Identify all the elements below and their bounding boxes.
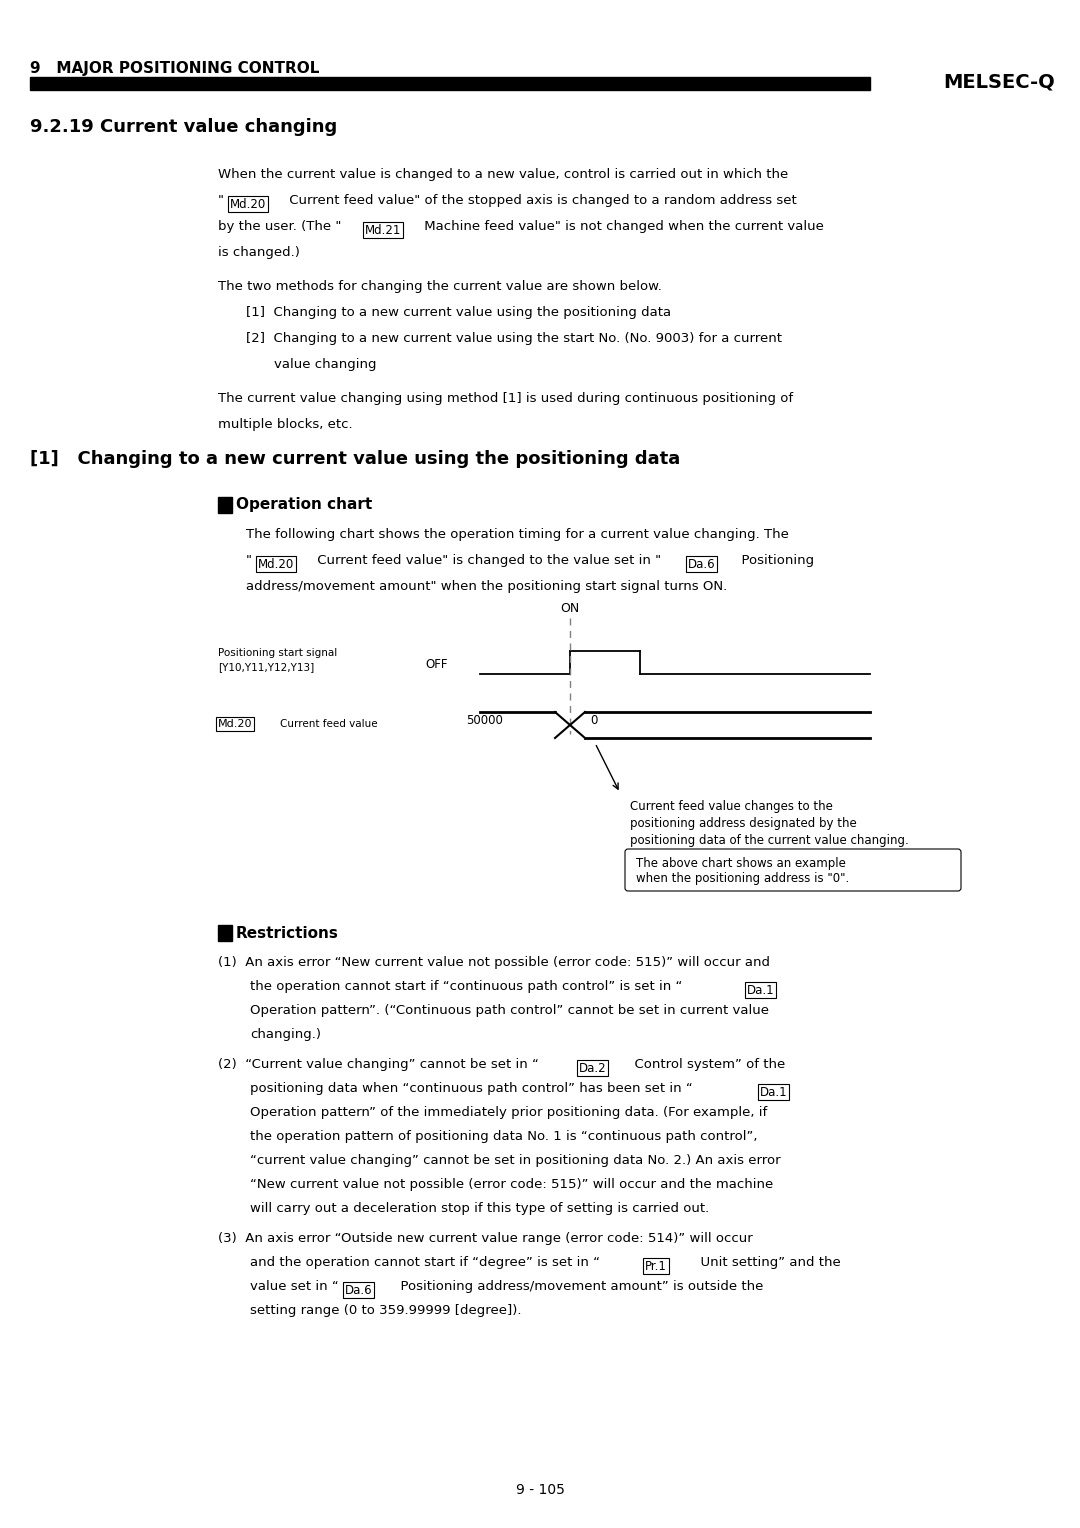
Text: Da.1: Da.1: [747, 984, 774, 996]
Text: Positioning: Positioning: [733, 555, 814, 567]
Text: Current feed value changes to the: Current feed value changes to the: [630, 801, 833, 813]
Text: Restrictions: Restrictions: [237, 926, 339, 941]
Text: (1)  An axis error “New current value not possible (error code: 515)” will occur: (1) An axis error “New current value not…: [218, 957, 770, 969]
Text: 9   MAJOR POSITIONING CONTROL: 9 MAJOR POSITIONING CONTROL: [30, 61, 320, 75]
Text: will carry out a deceleration stop if this type of setting is carried out.: will carry out a deceleration stop if th…: [249, 1203, 710, 1215]
Text: [1]   Changing to a new current value using the positioning data: [1] Changing to a new current value usin…: [30, 451, 680, 468]
Text: [2]  Changing to a new current value using the start No. (No. 9003) for a curren: [2] Changing to a new current value usin…: [246, 332, 782, 345]
Text: When the current value is changed to a new value, control is carried out in whic: When the current value is changed to a n…: [218, 168, 788, 180]
Text: positioning data of the current value changing.: positioning data of the current value ch…: [630, 834, 908, 847]
Text: is changed.): is changed.): [218, 246, 300, 260]
Bar: [218, 497, 232, 513]
Text: 50000: 50000: [467, 714, 503, 727]
Text: multiple blocks, etc.: multiple blocks, etc.: [218, 419, 353, 431]
Text: Md.21: Md.21: [365, 223, 402, 237]
Text: positioning data when “continuous path control” has been set in “: positioning data when “continuous path c…: [249, 1082, 692, 1096]
Text: the operation cannot start if “continuous path control” is set in “: the operation cannot start if “continuou…: [249, 979, 683, 993]
Text: Pr.1: Pr.1: [645, 1259, 666, 1273]
Text: positioning address designated by the: positioning address designated by the: [630, 817, 856, 830]
Text: by the user. (The ": by the user. (The ": [218, 220, 341, 232]
Bar: [30, 76, 870, 90]
Text: Operation chart: Operation chart: [237, 498, 373, 512]
Text: [Y10,Y11,Y12,Y13]: [Y10,Y11,Y12,Y13]: [218, 662, 314, 672]
Text: (3)  An axis error “Outside new current value range (error code: 514)” will occu: (3) An axis error “Outside new current v…: [218, 1232, 753, 1245]
Text: Current feed value" of the stopped axis is changed to a random address set: Current feed value" of the stopped axis …: [285, 194, 797, 206]
Text: MELSEC-Q: MELSEC-Q: [943, 72, 1055, 92]
Text: Positioning start signal: Positioning start signal: [218, 648, 337, 659]
Text: The current value changing using method [1] is used during continuous positionin: The current value changing using method …: [218, 393, 793, 405]
Text: and the operation cannot start if “degree” is set in “: and the operation cannot start if “degre…: [249, 1256, 600, 1268]
Text: address/movement amount" when the positioning start signal turns ON.: address/movement amount" when the positi…: [246, 581, 727, 593]
Text: Positioning address/movement amount” is outside the: Positioning address/movement amount” is …: [392, 1280, 764, 1293]
Text: “New current value not possible (error code: 515)” will occur and the machine: “New current value not possible (error c…: [249, 1178, 773, 1190]
Text: “current value changing” cannot be set in positioning data No. 2.) An axis error: “current value changing” cannot be set i…: [249, 1154, 781, 1167]
Text: ": ": [246, 555, 252, 567]
Text: Da.6: Da.6: [345, 1284, 373, 1296]
Text: Operation pattern”. (“Continuous path control” cannot be set in current value: Operation pattern”. (“Continuous path co…: [249, 1004, 769, 1018]
Bar: [218, 924, 232, 941]
Text: the operation pattern of positioning data No. 1 is “continuous path control”,: the operation pattern of positioning dat…: [249, 1131, 757, 1143]
Text: 0: 0: [590, 714, 597, 727]
Text: Da.2: Da.2: [579, 1062, 607, 1074]
Text: value set in “: value set in “: [249, 1280, 339, 1293]
Text: Current feed value: Current feed value: [280, 720, 378, 729]
Text: ON: ON: [561, 602, 580, 614]
Text: Unit setting” and the: Unit setting” and the: [692, 1256, 840, 1268]
Text: Md.20: Md.20: [258, 558, 294, 570]
Text: Md.20: Md.20: [230, 197, 267, 211]
Text: The following chart shows the operation timing for a current value changing. The: The following chart shows the operation …: [246, 529, 788, 541]
Text: Current feed value" is changed to the value set in ": Current feed value" is changed to the va…: [313, 555, 661, 567]
Text: (2)  “Current value changing” cannot be set in “: (2) “Current value changing” cannot be s…: [218, 1057, 539, 1071]
Text: Machine feed value" is not changed when the current value: Machine feed value" is not changed when …: [420, 220, 824, 232]
Text: [1]  Changing to a new current value using the positioning data: [1] Changing to a new current value usin…: [246, 306, 671, 319]
Text: ": ": [218, 194, 224, 206]
Text: Da.6: Da.6: [688, 558, 716, 570]
Text: The above chart shows an example: The above chart shows an example: [636, 857, 846, 869]
Text: OFF: OFF: [426, 659, 447, 671]
Text: 9 - 105: 9 - 105: [515, 1484, 565, 1497]
Text: 9.2.19 Current value changing: 9.2.19 Current value changing: [30, 118, 337, 136]
Text: setting range (0 to 359.99999 [degree]).: setting range (0 to 359.99999 [degree]).: [249, 1303, 522, 1317]
Text: Md.20: Md.20: [218, 720, 253, 729]
Text: Da.1: Da.1: [760, 1085, 787, 1099]
FancyBboxPatch shape: [625, 850, 961, 891]
Text: Operation pattern” of the immediately prior positioning data. (For example, if: Operation pattern” of the immediately pr…: [249, 1106, 767, 1118]
Text: value changing: value changing: [274, 358, 377, 371]
Text: when the positioning address is "0".: when the positioning address is "0".: [636, 872, 849, 885]
Text: changing.): changing.): [249, 1028, 321, 1041]
Text: The two methods for changing the current value are shown below.: The two methods for changing the current…: [218, 280, 662, 293]
Text: Control system” of the: Control system” of the: [626, 1057, 785, 1071]
